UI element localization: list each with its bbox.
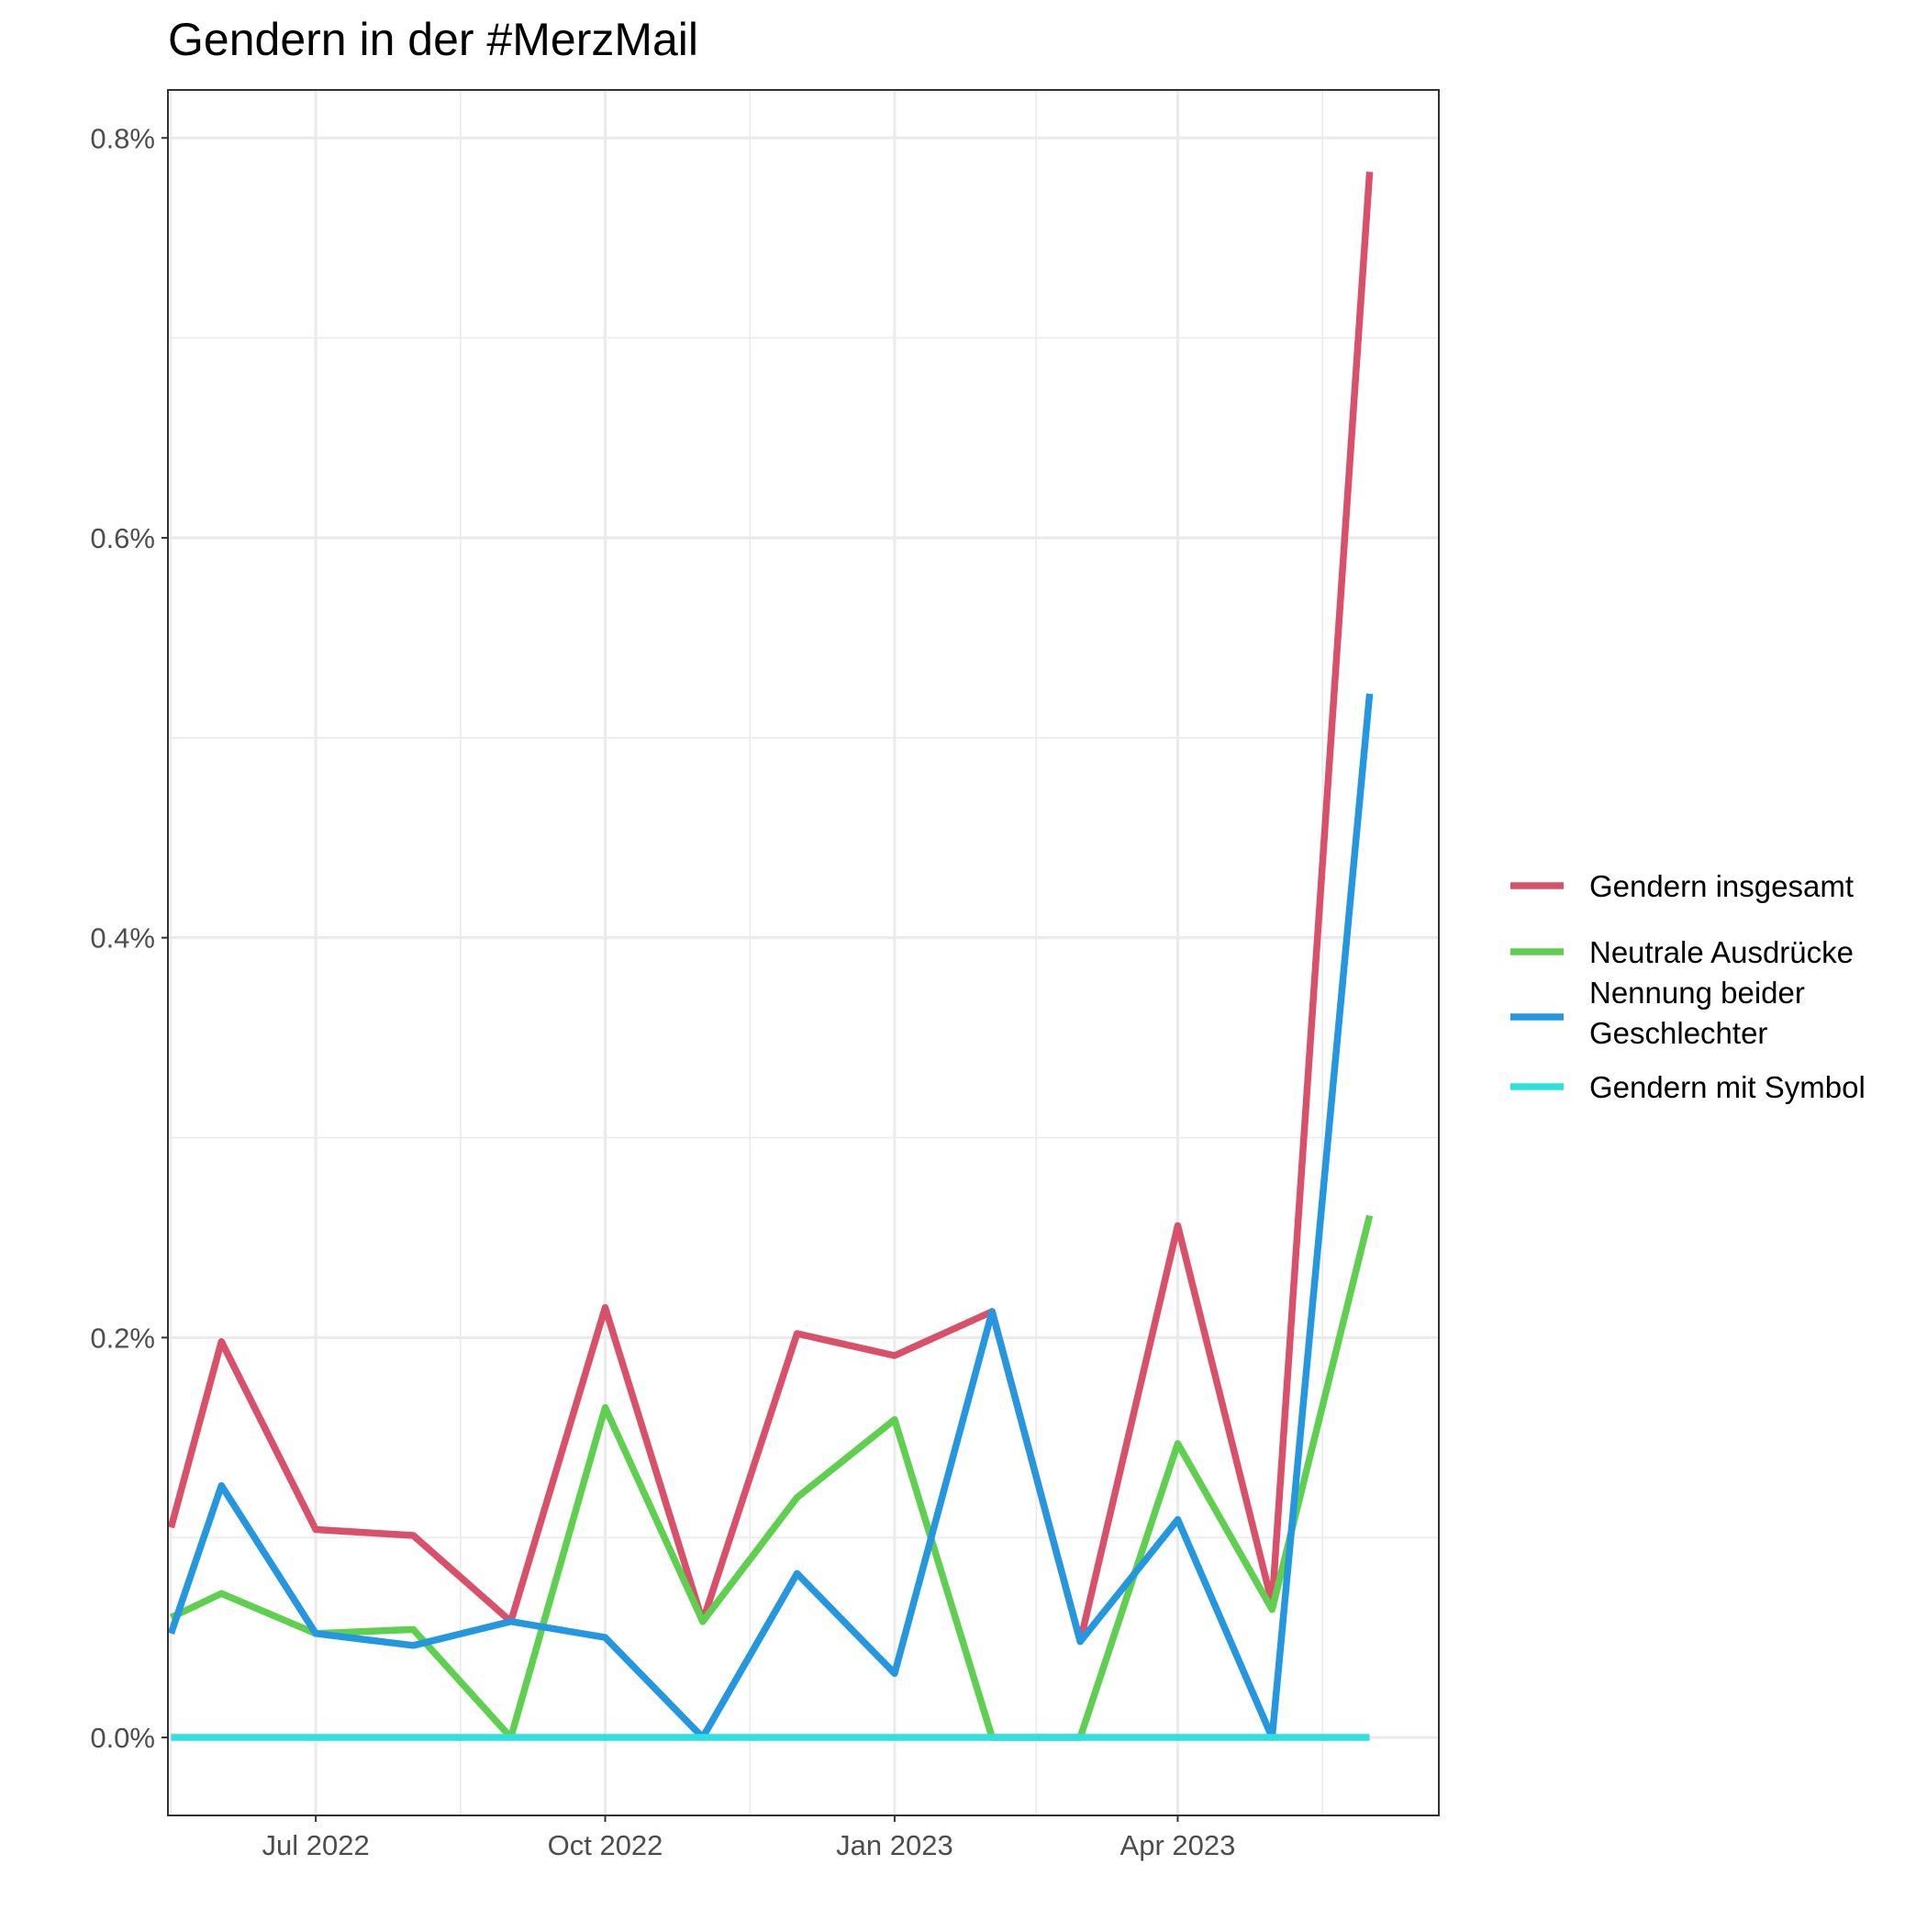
series-line-gendern-insgesamt	[168, 172, 1374, 1646]
legend-label: Nennung beider Geschlechter	[1589, 976, 1805, 1050]
legend-label: Gendern mit Symbol	[1589, 1070, 1866, 1104]
legend: Gendern insgesamt Neutrale Ausdrücke Nennu…	[1510, 869, 1866, 1104]
chart-title: Gendern in der #MerzMail	[168, 14, 698, 65]
y-tick-label: 0.8%	[90, 122, 155, 154]
x-tick-label: Jan 2023	[836, 1829, 953, 1861]
series-lines	[168, 172, 1374, 1741]
legend-label: Neutrale Ausdrücke	[1589, 935, 1854, 969]
y-tick-label: 0.6%	[90, 522, 155, 554]
series-line-nennung-beider-geschlechter	[168, 693, 1374, 1741]
legend-label: Gendern insgesamt	[1589, 869, 1854, 903]
axes: 0.0% 0.2% 0.4% 0.6% 0.8% Jul 2022 Oct 2022 Jan …	[90, 122, 1235, 1861]
y-tick-label: 0.4%	[90, 922, 155, 955]
y-tick-label: 0.0%	[90, 1722, 155, 1754]
x-tick-label: Oct 2022	[548, 1829, 663, 1861]
series-line-neutrale-ausdrücke	[169, 1214, 1374, 1741]
x-tick-label: Apr 2023	[1120, 1829, 1236, 1861]
grid	[168, 90, 1439, 1815]
y-tick-label: 0.2%	[90, 1322, 155, 1354]
x-tick-label: Jul 2022	[262, 1829, 370, 1861]
plot-panel	[167, 89, 1440, 1816]
